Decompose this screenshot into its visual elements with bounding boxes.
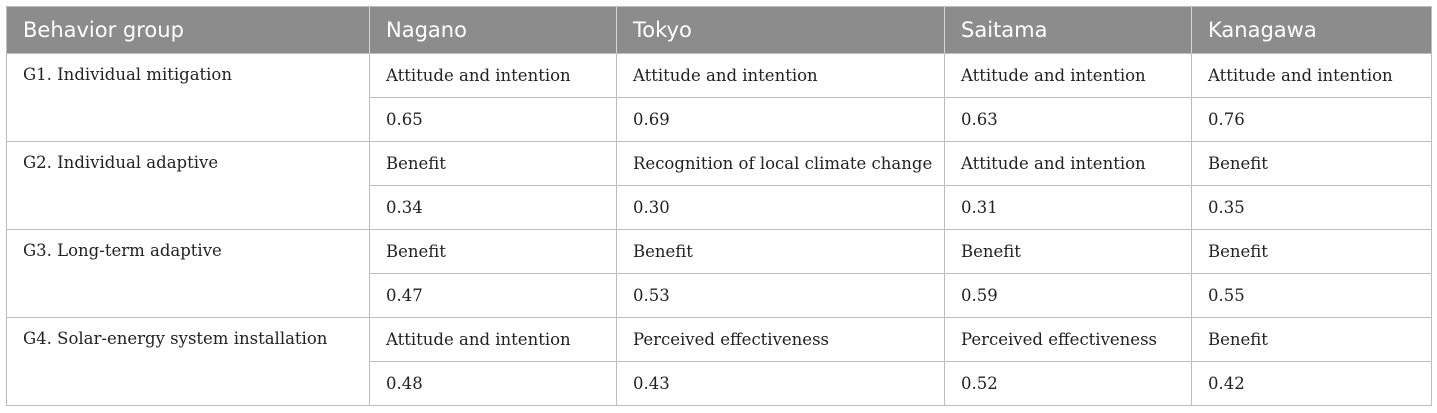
table-row-g2-factor: G2. Individual adaptive Benefit Recognit… — [6, 141, 1432, 230]
factor-cell: Attitude and intention — [369, 53, 617, 98]
table-row-g1-value: 0.65 0.69 0.63 0.76 — [7, 97, 1432, 142]
factor-cell: Benefit — [1191, 317, 1432, 362]
value-cell: 0.52 — [944, 361, 1192, 406]
value-cell: 0.63 — [944, 97, 1192, 142]
value-cell: 0.43 — [616, 361, 945, 406]
header-kanagawa: Kanagawa — [1191, 6, 1432, 54]
header-saitama: Saitama — [944, 6, 1192, 54]
value-cell: 0.30 — [616, 185, 945, 230]
factor-cell: Benefit — [369, 229, 617, 274]
table-row-g2-value: 0.34 0.30 0.31 0.35 — [7, 185, 1432, 230]
group-label-g1: G1. Individual mitigation — [6, 53, 370, 142]
table-body: G1. Individual mitigation Attitude and i… — [6, 53, 1432, 406]
table-row-g1-factor: G1. Individual mitigation Attitude and i… — [6, 53, 1432, 142]
value-cell: 0.48 — [369, 361, 617, 406]
group-label-g3: G3. Long-term adaptive — [6, 229, 370, 318]
header-behavior-group: Behavior group — [6, 6, 370, 54]
factor-cell: Perceived effectiveness — [616, 317, 945, 362]
results-table: Behavior group Nagano Tokyo Saitama Kana… — [6, 6, 1432, 406]
factor-cell: Attitude and intention — [1191, 53, 1432, 98]
value-cell: 0.65 — [369, 97, 617, 142]
group-label-g2: G2. Individual adaptive — [6, 141, 370, 230]
value-cell: 0.47 — [369, 273, 617, 318]
table-row-g4-value: 0.48 0.43 0.52 0.42 — [7, 361, 1432, 406]
table-row-g3-factor: G3. Long-term adaptive Benefit Benefit B… — [6, 229, 1432, 318]
header-nagano: Nagano — [369, 6, 617, 54]
factor-cell: Benefit — [369, 141, 617, 186]
factor-cell: Benefit — [616, 229, 945, 274]
value-cell: 0.55 — [1191, 273, 1432, 318]
factor-cell: Perceived effectiveness — [944, 317, 1192, 362]
factor-cell: Recognition of local climate change — [616, 141, 945, 186]
factor-cell: Attitude and intention — [369, 317, 617, 362]
factor-cell: Attitude and intention — [944, 53, 1192, 98]
results-table-container: Behavior group Nagano Tokyo Saitama Kana… — [6, 6, 1432, 406]
table-row-g4-factor: G4. Solar-energy system installation Att… — [6, 317, 1432, 406]
table-row-g3-value: 0.47 0.53 0.59 0.55 — [7, 273, 1432, 318]
value-cell: 0.69 — [616, 97, 945, 142]
header-tokyo: Tokyo — [616, 6, 945, 54]
factor-cell: Benefit — [1191, 141, 1432, 186]
value-cell: 0.42 — [1191, 361, 1432, 406]
table-header: Behavior group Nagano Tokyo Saitama Kana… — [6, 6, 1432, 54]
value-cell: 0.59 — [944, 273, 1192, 318]
factor-cell: Benefit — [944, 229, 1192, 274]
value-cell: 0.34 — [369, 185, 617, 230]
value-cell: 0.31 — [944, 185, 1192, 230]
value-cell: 0.53 — [616, 273, 945, 318]
header-row: Behavior group Nagano Tokyo Saitama Kana… — [6, 6, 1432, 54]
value-cell: 0.76 — [1191, 97, 1432, 142]
factor-cell: Attitude and intention — [944, 141, 1192, 186]
factor-cell: Attitude and intention — [616, 53, 945, 98]
value-cell: 0.35 — [1191, 185, 1432, 230]
factor-cell: Benefit — [1191, 229, 1432, 274]
group-label-g4: G4. Solar-energy system installation — [6, 317, 370, 406]
